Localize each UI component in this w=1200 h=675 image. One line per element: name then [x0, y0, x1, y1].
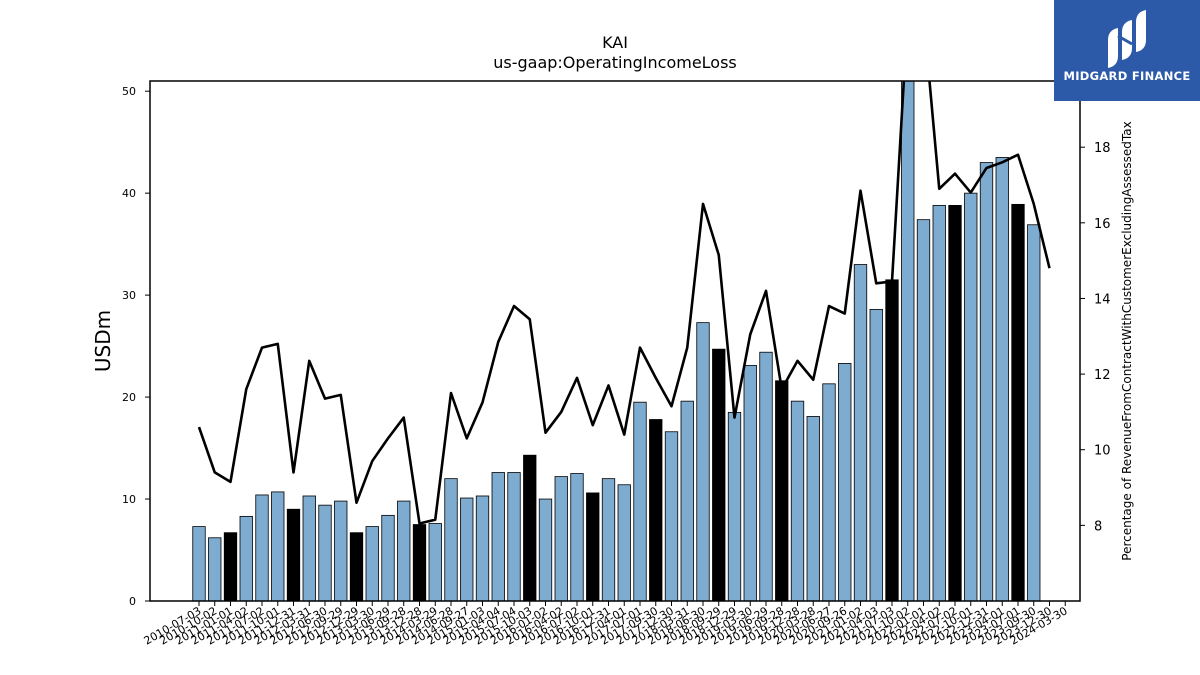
bar [948, 204, 962, 602]
bar [696, 322, 710, 602]
bar [853, 264, 868, 602]
bar [475, 495, 490, 602]
chart-subtitle: us-gaap:OperatingIncomeLoss [493, 53, 737, 72]
y-tick-label: 40 [122, 187, 136, 200]
bar [806, 416, 820, 602]
bars-layer [192, 80, 1041, 602]
y2-axis-label: Percentage of RevenueFromContractWithCus… [1120, 121, 1134, 560]
bar [743, 365, 757, 602]
y2-tick-label: 18 [1094, 141, 1111, 156]
bar [775, 380, 789, 602]
bar [507, 472, 521, 602]
y-axis-label: USDm [91, 310, 115, 372]
bar [633, 401, 647, 602]
bar [302, 495, 316, 602]
bar [444, 478, 458, 602]
bar [649, 419, 663, 602]
bar [680, 400, 694, 602]
y2-tick-label: 14 [1094, 292, 1111, 307]
bar [381, 514, 395, 602]
bar [554, 476, 568, 602]
brand-logo: MIDGARD FINANCE [1054, 0, 1200, 101]
y-tick-label: 10 [122, 493, 136, 506]
brand-name: MIDGARD FINANCE [1063, 69, 1191, 83]
bar [727, 411, 742, 602]
bar [397, 500, 411, 602]
bar [365, 526, 379, 602]
bar [255, 494, 269, 602]
y2-tick-label: 16 [1094, 217, 1111, 232]
chart-title: KAI [602, 33, 628, 52]
bar [412, 524, 427, 602]
bar [1011, 203, 1025, 602]
y-tick-label: 30 [122, 289, 136, 302]
bar [428, 523, 442, 602]
bar [570, 473, 584, 602]
bar [916, 219, 931, 602]
y2-tick-label: 8 [1094, 519, 1102, 534]
bar [334, 500, 348, 602]
y-tick-label: 50 [122, 85, 136, 98]
bar [932, 204, 946, 602]
line-layer [197, 81, 1051, 525]
bar [664, 431, 679, 602]
bar [885, 279, 899, 602]
bar [586, 492, 600, 602]
bar [538, 498, 553, 602]
bar [759, 351, 773, 602]
plot-frame [149, 80, 1081, 602]
bar [349, 532, 364, 602]
bar [491, 472, 505, 602]
bar [286, 508, 301, 602]
y-axis-left: 0 10 20 30 40 50 [122, 85, 150, 608]
bar [964, 192, 978, 602]
y-axis-right: 8 10 12 14 16 18 [1080, 141, 1111, 534]
bar [790, 400, 805, 602]
y-tick-label: 20 [122, 391, 136, 404]
bar [979, 162, 994, 602]
bar [460, 497, 474, 602]
bar [208, 537, 222, 602]
y2-tick-label: 12 [1094, 368, 1111, 383]
y-tick-label: 0 [129, 595, 136, 608]
y2-tick-label: 10 [1094, 444, 1111, 459]
bar [223, 532, 238, 602]
x-axis: 2010-07-032010-10-022011-01-012011-04-02… [142, 601, 1070, 648]
bar [523, 454, 537, 602]
bar [601, 478, 616, 602]
bar [822, 383, 836, 602]
bar [1027, 224, 1041, 602]
bar [838, 363, 852, 602]
bar [239, 515, 253, 602]
series-line [197, 81, 1051, 525]
bar [869, 308, 883, 602]
bar [712, 348, 726, 602]
bar [617, 484, 631, 602]
bar [995, 157, 1009, 602]
bar [271, 491, 285, 602]
brand-logo-icon [1108, 10, 1146, 68]
bar [901, 80, 915, 602]
bar [192, 526, 206, 602]
bar [318, 504, 332, 602]
